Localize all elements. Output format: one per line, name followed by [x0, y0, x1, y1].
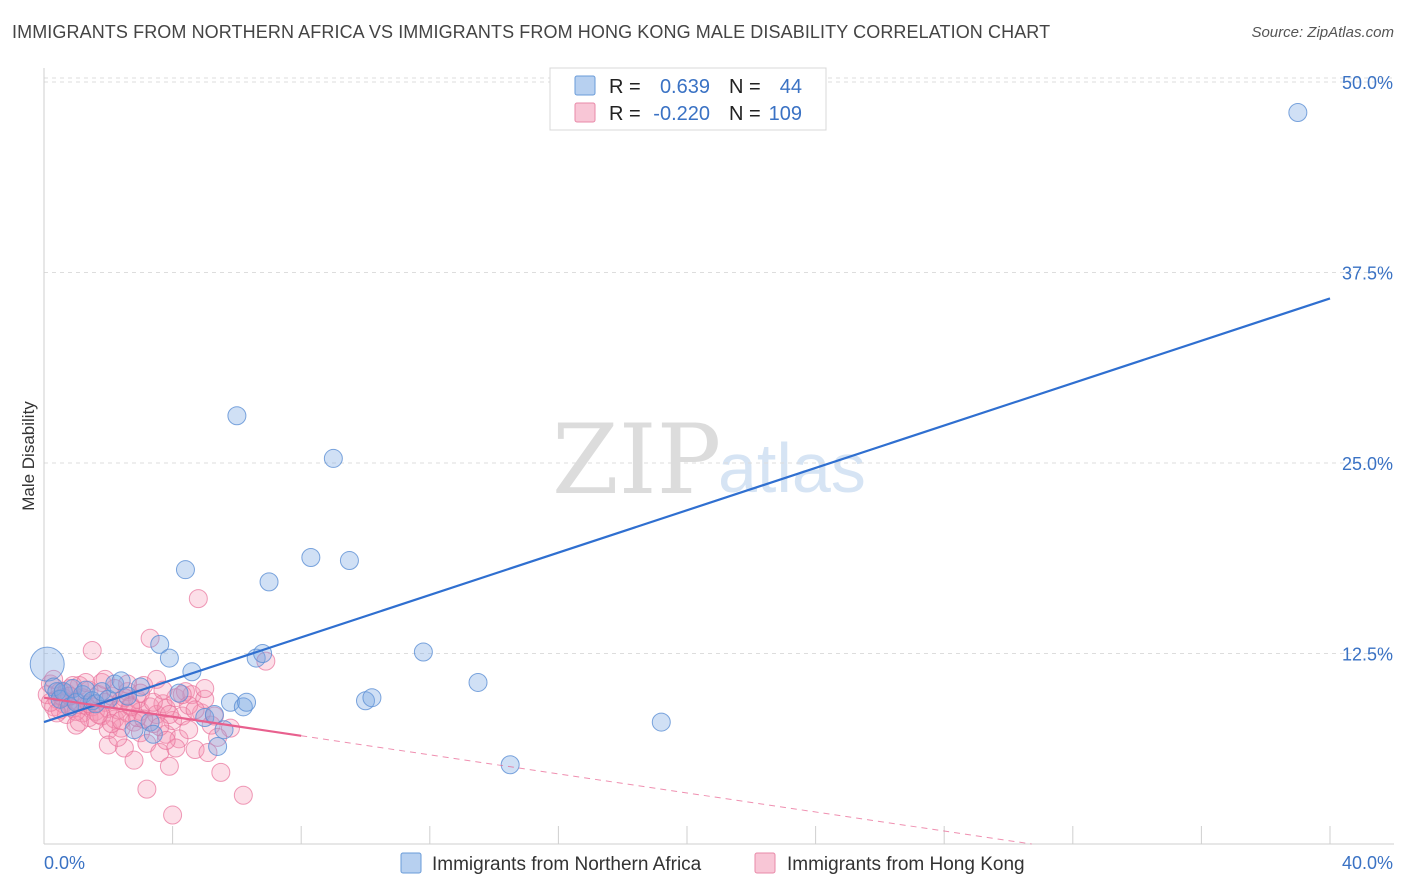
point-northern-africa-0: [29, 646, 65, 682]
stats-legend-box: [549, 67, 827, 131]
point-northern-africa-20: [143, 724, 163, 744]
y-tick-label-1: 25.0%: [1342, 454, 1393, 474]
point-northern-africa-46: [1288, 102, 1308, 122]
y-tick-label-3: 50.0%: [1342, 73, 1393, 93]
point-hong-kong-63: [185, 740, 205, 760]
point-hong-kong-76: [98, 735, 118, 755]
point-northern-africa-45: [651, 712, 671, 732]
bottom-legend-label-northern-africa: Immigrants from Northern Africa: [432, 854, 702, 875]
point-hong-kong-75: [163, 805, 183, 825]
legend-n-label-2: N =: [729, 103, 761, 125]
point-hong-kong-77: [85, 711, 105, 731]
trendline-hong-kong: [43, 696, 302, 737]
point-northern-africa-44: [500, 755, 520, 775]
point-hong-kong-94: [185, 700, 205, 720]
legend-n-value-2: 109: [769, 103, 802, 125]
grid: [44, 77, 1394, 654]
trend-lines: [43, 297, 1331, 845]
point-northern-africa-21: [150, 634, 170, 654]
bottom-legend-swatch-hong-kong: [754, 852, 776, 874]
series-northern-africa-points: [29, 102, 1308, 775]
point-northern-africa-35: [259, 572, 279, 592]
point-hong-kong-39: [124, 750, 144, 770]
point-northern-africa-24: [175, 560, 195, 580]
bottom-legend-label-hong-kong: Immigrants from Hong Kong: [787, 854, 1025, 875]
watermark-zip: ZIP: [552, 404, 721, 516]
point-northern-africa-36: [227, 406, 247, 426]
point-northern-africa-43: [468, 672, 488, 692]
point-northern-africa-23: [169, 683, 189, 703]
legend-r-value-1: 0.639: [660, 76, 710, 98]
bottom-legend-swatch-northern-africa: [400, 852, 422, 874]
watermark: ZIP atlas: [552, 404, 866, 516]
point-hong-kong-104: [172, 685, 192, 705]
point-northern-africa-16: [118, 686, 138, 706]
legend-r-label-1: R =: [609, 76, 641, 98]
point-hong-kong-70: [211, 762, 231, 782]
tick-labels: 12.5% 25.0% 37.5% 50.0% 0.0% 40.0%: [44, 73, 1393, 873]
series-hong-kong-points: [37, 589, 276, 825]
point-hong-kong-67: [198, 743, 218, 763]
chart-title: IMMIGRANTS FROM NORTHERN AFRICA VS IMMIG…: [12, 22, 1051, 42]
point-hong-kong-91: [95, 669, 115, 689]
point-hong-kong-106: [111, 711, 131, 731]
x-tick-label-min: 0.0%: [44, 853, 85, 873]
legend-swatch-hong-kong: [574, 102, 596, 123]
y-tick-label-2: 37.5%: [1342, 264, 1393, 284]
point-hong-kong-47: [140, 628, 160, 648]
point-northern-africa-32: [237, 692, 257, 712]
legend-r-value-2: -0.220: [653, 103, 710, 125]
legend-n-label-1: N =: [729, 76, 761, 98]
point-northern-africa-28: [208, 736, 228, 756]
point-hong-kong-54: [156, 698, 176, 718]
y-axis-title: Male Disability: [19, 401, 38, 511]
point-northern-africa-41: [362, 688, 382, 708]
point-northern-africa-37: [301, 547, 321, 567]
point-northern-africa-25: [182, 662, 202, 682]
point-northern-africa-17: [124, 720, 144, 740]
point-hong-kong-72: [233, 785, 253, 805]
series-legend: Immigrants from Northern Africa Immigran…: [400, 852, 1025, 875]
point-northern-africa-39: [339, 551, 359, 571]
legend-n-value-1: 44: [780, 76, 802, 98]
y-tick-label-0: 12.5%: [1342, 645, 1393, 665]
point-hong-kong-64: [188, 589, 208, 609]
point-hong-kong-51: [150, 743, 170, 763]
point-hong-kong-55: [159, 756, 179, 776]
point-hong-kong-83: [195, 679, 215, 699]
axes: [43, 68, 1394, 845]
legend-r-label-2: R =: [609, 103, 641, 125]
point-northern-africa-27: [204, 704, 224, 724]
point-hong-kong-89: [166, 738, 186, 758]
point-northern-africa-22: [159, 648, 179, 668]
point-northern-africa-30: [220, 692, 240, 712]
point-hong-kong-108: [156, 730, 176, 750]
point-hong-kong-95: [69, 712, 89, 732]
point-hong-kong-74: [137, 779, 157, 799]
x-tick-label-max: 40.0%: [1342, 853, 1393, 873]
source-credit: Source: ZipAtlas.com: [1251, 24, 1394, 41]
stats-legend: R = 0.639 N = 44 R = -0.220 N = 109: [549, 67, 827, 131]
point-northern-africa-9: [76, 680, 96, 700]
trendline-hong-kong-extension: [301, 735, 1032, 845]
watermark-atlas: atlas: [718, 429, 866, 507]
trendline-northern-africa: [43, 297, 1331, 724]
point-hong-kong-61: [179, 720, 199, 740]
point-hong-kong-98: [153, 680, 173, 700]
point-hong-kong-105: [76, 672, 96, 692]
legend-swatch-northern-africa: [574, 75, 596, 96]
point-hong-kong-21: [82, 640, 102, 660]
point-northern-africa-38: [323, 448, 343, 468]
point-northern-africa-42: [413, 642, 433, 662]
